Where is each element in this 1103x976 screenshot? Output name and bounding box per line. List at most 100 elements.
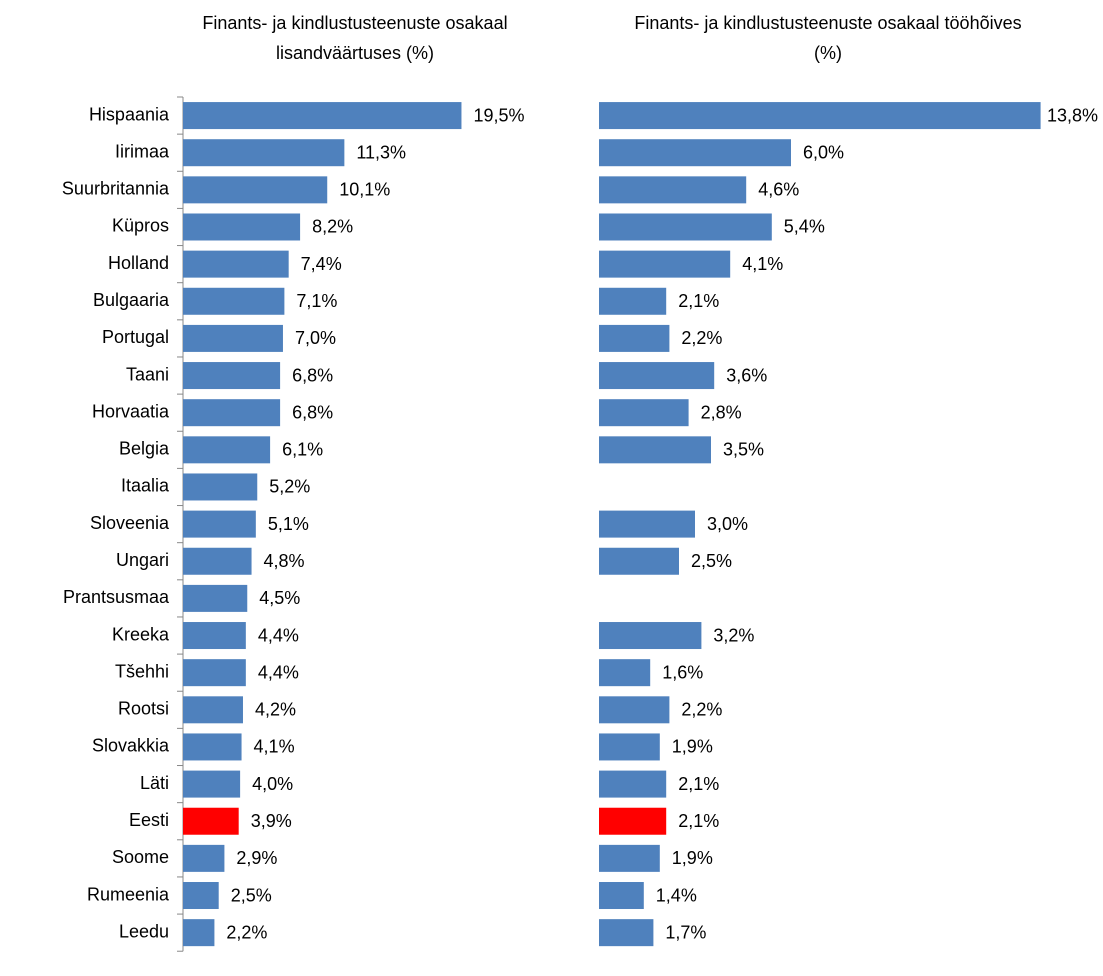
- bar: [599, 176, 747, 204]
- category-label: Läti: [140, 773, 169, 793]
- value-label: 7,1%: [296, 291, 337, 311]
- bar: [183, 770, 241, 798]
- value-label: 7,0%: [295, 328, 336, 348]
- bar: [599, 844, 660, 872]
- value-label: 1,4%: [656, 885, 697, 905]
- category-label: Taani: [126, 364, 169, 384]
- category-label: Kreeka: [112, 624, 170, 644]
- chart-title: Finants- ja kindlustusteenuste osakaal l…: [202, 13, 508, 63]
- bar: [183, 584, 248, 612]
- bar: [183, 324, 283, 352]
- value-label: 6,8%: [292, 365, 333, 385]
- bar: [599, 287, 667, 315]
- value-label: 4,8%: [264, 551, 305, 571]
- category-label: Rumeenia: [87, 884, 170, 904]
- bar: [599, 213, 772, 241]
- value-label: 6,1%: [282, 440, 323, 460]
- value-label: 4,4%: [258, 625, 299, 645]
- value-label: 4,1%: [254, 737, 295, 757]
- bar: [599, 324, 670, 352]
- value-label: 2,2%: [226, 922, 267, 942]
- bar: [599, 919, 654, 947]
- value-label: 2,1%: [678, 774, 719, 794]
- bar: [599, 399, 689, 427]
- bar: [183, 807, 239, 835]
- bar: [183, 844, 225, 872]
- category-label: Itaalia: [121, 476, 170, 496]
- category-label: Suurbritannia: [62, 179, 170, 199]
- value-label: 2,8%: [701, 402, 742, 422]
- category-label: Slovakkia: [92, 736, 170, 756]
- value-label: 3,0%: [707, 514, 748, 534]
- value-label: 3,9%: [251, 811, 292, 831]
- bar: [599, 770, 667, 798]
- value-label: 4,1%: [742, 254, 783, 274]
- bar: [183, 102, 462, 130]
- bar: [599, 362, 715, 390]
- bar: [183, 882, 219, 910]
- category-label: Bulgaaria: [93, 290, 170, 310]
- value-label: 4,4%: [258, 662, 299, 682]
- bar: [599, 436, 711, 464]
- bar: [599, 696, 670, 724]
- category-label: Tšehhi: [115, 661, 169, 681]
- chart-title: Finants- ja kindlustusteenuste osakaal t…: [634, 13, 1022, 63]
- bar: [599, 807, 667, 835]
- value-label: 5,4%: [784, 217, 825, 237]
- bar: [183, 659, 246, 687]
- value-label: 4,2%: [255, 700, 296, 720]
- category-label: Hispaania: [89, 104, 170, 124]
- bar: [183, 362, 281, 390]
- category-label: Eesti: [129, 810, 169, 830]
- bar: [183, 287, 285, 315]
- category-label: Prantsusmaa: [63, 587, 170, 607]
- value-label: 1,9%: [672, 737, 713, 757]
- value-label: 3,2%: [713, 625, 754, 645]
- bar: [599, 622, 702, 650]
- value-label: 2,2%: [681, 328, 722, 348]
- category-label: Küpros: [112, 216, 169, 236]
- bar: [183, 213, 301, 241]
- value-label: 4,0%: [252, 774, 293, 794]
- category-label: Holland: [108, 253, 169, 273]
- category-label: Rootsi: [118, 699, 169, 719]
- category-label: Horvaatia: [92, 401, 170, 421]
- bar: [599, 882, 644, 910]
- value-label: 7,4%: [301, 254, 342, 274]
- value-label: 2,9%: [236, 848, 277, 868]
- category-label: Portugal: [102, 327, 169, 347]
- value-label: 1,9%: [672, 848, 713, 868]
- bar: [599, 250, 731, 278]
- value-label: 13,8%: [1047, 105, 1098, 125]
- value-label: 4,6%: [758, 180, 799, 200]
- category-label: Sloveenia: [90, 513, 170, 533]
- bar: [599, 733, 660, 761]
- bar: [599, 659, 651, 687]
- category-label: Ungari: [116, 550, 169, 570]
- value-label: 5,2%: [269, 477, 310, 497]
- bar: [183, 919, 215, 947]
- value-label: 10,1%: [339, 180, 390, 200]
- value-label: 8,2%: [312, 217, 353, 237]
- value-label: 19,5%: [473, 105, 524, 125]
- bar: [183, 399, 281, 427]
- value-label: 1,7%: [665, 922, 706, 942]
- value-label: 1,6%: [662, 662, 703, 682]
- bar: [183, 176, 328, 204]
- value-label: 6,0%: [803, 142, 844, 162]
- value-label: 6,8%: [292, 402, 333, 422]
- bar: [599, 139, 791, 167]
- bar: [599, 102, 1041, 130]
- category-label: Leedu: [119, 921, 169, 941]
- value-label: 4,5%: [259, 588, 300, 608]
- category-label: Iirimaa: [115, 141, 170, 161]
- bar: [183, 139, 345, 167]
- value-label: 2,2%: [681, 700, 722, 720]
- value-label: 5,1%: [268, 514, 309, 534]
- bar: [183, 622, 246, 650]
- category-label: Soome: [112, 847, 169, 867]
- bar: [183, 696, 243, 724]
- bar: [183, 733, 242, 761]
